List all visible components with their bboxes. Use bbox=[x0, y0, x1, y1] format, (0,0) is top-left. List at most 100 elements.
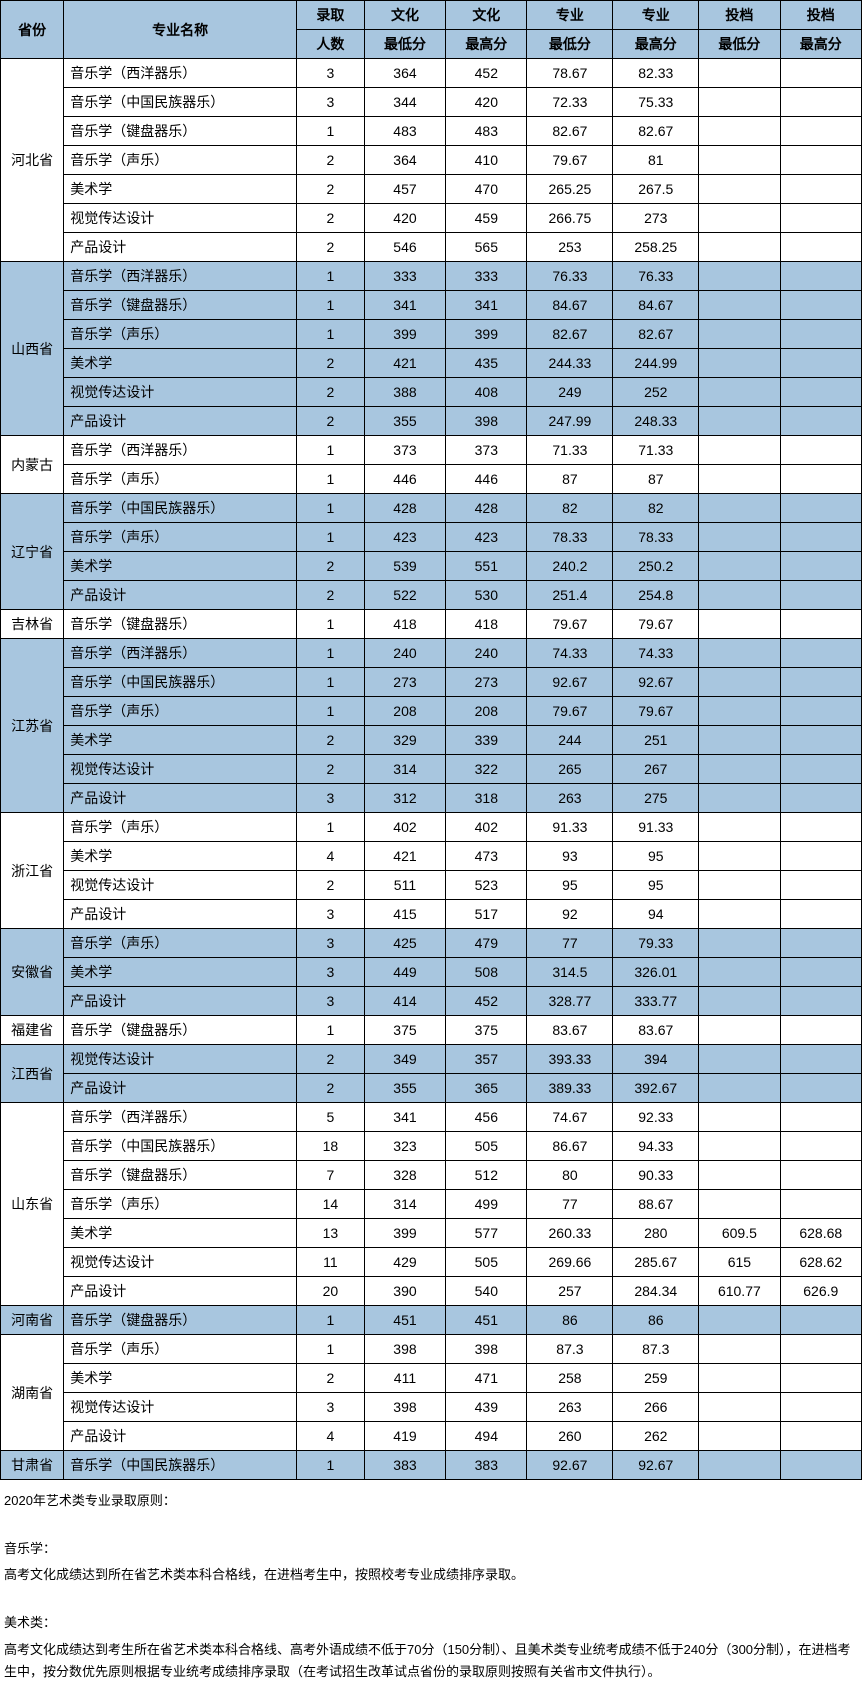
cell-cmin: 341 bbox=[364, 1103, 445, 1132]
table-row: 美术学2457470265.25267.5 bbox=[1, 175, 862, 204]
cell-tmax bbox=[780, 1016, 861, 1045]
cell-tmin bbox=[699, 1103, 780, 1132]
cell-count: 2 bbox=[297, 726, 365, 755]
cell-tmin bbox=[699, 1306, 780, 1335]
col-count-l1: 录取 bbox=[297, 1, 365, 30]
cell-tmax bbox=[780, 842, 861, 871]
cell-tmax bbox=[780, 581, 861, 610]
cell-cmin: 414 bbox=[364, 987, 445, 1016]
table-row: 江西省视觉传达设计2349357393.33394 bbox=[1, 1045, 862, 1074]
cell-tmax bbox=[780, 552, 861, 581]
cell-cmax: 240 bbox=[446, 639, 527, 668]
cell-count: 4 bbox=[297, 842, 365, 871]
cell-cmin: 208 bbox=[364, 697, 445, 726]
cell-tmin bbox=[699, 204, 780, 233]
cell-tmax bbox=[780, 1393, 861, 1422]
cell-tmax bbox=[780, 407, 861, 436]
cell-tmax bbox=[780, 958, 861, 987]
table-row: 浙江省音乐学（声乐）140240291.3391.33 bbox=[1, 813, 862, 842]
cell-count: 13 bbox=[297, 1219, 365, 1248]
cell-major: 美术学 bbox=[64, 175, 297, 204]
cell-cmax: 471 bbox=[446, 1364, 527, 1393]
cell-count: 1 bbox=[297, 465, 365, 494]
cell-tmin bbox=[699, 291, 780, 320]
cell-count: 1 bbox=[297, 117, 365, 146]
table-row: 音乐学（键盘器乐）148348382.6782.67 bbox=[1, 117, 862, 146]
cell-pmin: 78.67 bbox=[527, 59, 613, 88]
cell-cmax: 530 bbox=[446, 581, 527, 610]
cell-tmax bbox=[780, 204, 861, 233]
cell-pmax: 326.01 bbox=[613, 958, 699, 987]
cell-tmin bbox=[699, 349, 780, 378]
cell-cmin: 419 bbox=[364, 1422, 445, 1451]
cell-count: 2 bbox=[297, 378, 365, 407]
cell-pmax: 95 bbox=[613, 842, 699, 871]
table-row: 产品设计2546565253258.25 bbox=[1, 233, 862, 262]
cell-count: 2 bbox=[297, 349, 365, 378]
cell-tmax bbox=[780, 1335, 861, 1364]
cell-cmin: 273 bbox=[364, 668, 445, 697]
cell-tmin bbox=[699, 378, 780, 407]
cell-major: 音乐学（声乐） bbox=[64, 146, 297, 175]
cell-pmax: 92.33 bbox=[613, 1103, 699, 1132]
cell-tmax bbox=[780, 88, 861, 117]
cell-tmax bbox=[780, 697, 861, 726]
cell-tmax bbox=[780, 291, 861, 320]
cell-cmax: 435 bbox=[446, 349, 527, 378]
province-cell: 河北省 bbox=[1, 59, 64, 262]
cell-pmax: 78.33 bbox=[613, 523, 699, 552]
table-row: 山东省音乐学（西洋器乐）534145674.6792.33 bbox=[1, 1103, 862, 1132]
table-row: 音乐学（声乐）14464468787 bbox=[1, 465, 862, 494]
cell-major: 产品设计 bbox=[64, 233, 297, 262]
cell-tmax: 628.62 bbox=[780, 1248, 861, 1277]
cell-cmax: 428 bbox=[446, 494, 527, 523]
cell-cmax: 418 bbox=[446, 610, 527, 639]
table-row: 音乐学（中国民族器乐）334442072.3375.33 bbox=[1, 88, 862, 117]
table-row: 产品设计2355365389.33392.67 bbox=[1, 1074, 862, 1103]
cell-pmin: 263 bbox=[527, 1393, 613, 1422]
cell-cmax: 420 bbox=[446, 88, 527, 117]
table-row: 音乐学（声乐）142342378.3378.33 bbox=[1, 523, 862, 552]
cell-pmax: 83.67 bbox=[613, 1016, 699, 1045]
footer-title: 2020年艺术类专业录取原则： bbox=[4, 1490, 858, 1512]
cell-tmin bbox=[699, 1161, 780, 1190]
cell-pmin: 266.75 bbox=[527, 204, 613, 233]
cell-tmax bbox=[780, 784, 861, 813]
province-cell: 湖南省 bbox=[1, 1335, 64, 1451]
cell-cmin: 399 bbox=[364, 1219, 445, 1248]
cell-cmax: 322 bbox=[446, 755, 527, 784]
cell-cmax: 470 bbox=[446, 175, 527, 204]
cell-cmax: 452 bbox=[446, 59, 527, 88]
cell-cmin: 399 bbox=[364, 320, 445, 349]
cell-pmin: 253 bbox=[527, 233, 613, 262]
col-tmax-l1: 投档 bbox=[780, 1, 861, 30]
cell-major: 音乐学（中国民族器乐） bbox=[64, 668, 297, 697]
cell-pmin: 92 bbox=[527, 900, 613, 929]
cell-cmax: 273 bbox=[446, 668, 527, 697]
province-cell: 江西省 bbox=[1, 1045, 64, 1103]
cell-pmin: 74.33 bbox=[527, 639, 613, 668]
cell-tmax bbox=[780, 639, 861, 668]
cell-major: 视觉传达设计 bbox=[64, 1393, 297, 1422]
cell-cmin: 398 bbox=[364, 1393, 445, 1422]
cell-pmin: 95 bbox=[527, 871, 613, 900]
cell-count: 1 bbox=[297, 1451, 365, 1480]
cell-pmin: 389.33 bbox=[527, 1074, 613, 1103]
cell-count: 2 bbox=[297, 581, 365, 610]
cell-tmin bbox=[699, 1422, 780, 1451]
table-row: 视觉传达设计25115239595 bbox=[1, 871, 862, 900]
cell-pmin: 76.33 bbox=[527, 262, 613, 291]
cell-tmin bbox=[699, 523, 780, 552]
cell-cmin: 390 bbox=[364, 1277, 445, 1306]
cell-pmax: 285.67 bbox=[613, 1248, 699, 1277]
cell-count: 2 bbox=[297, 755, 365, 784]
cell-major: 美术学 bbox=[64, 842, 297, 871]
cell-cmin: 483 bbox=[364, 117, 445, 146]
cell-major: 音乐学（西洋器乐） bbox=[64, 639, 297, 668]
cell-pmin: 87.3 bbox=[527, 1335, 613, 1364]
col-tmax-l2: 最高分 bbox=[780, 30, 861, 59]
cell-tmin bbox=[699, 610, 780, 639]
cell-tmin bbox=[699, 1364, 780, 1393]
province-cell: 江苏省 bbox=[1, 639, 64, 813]
cell-tmax bbox=[780, 987, 861, 1016]
